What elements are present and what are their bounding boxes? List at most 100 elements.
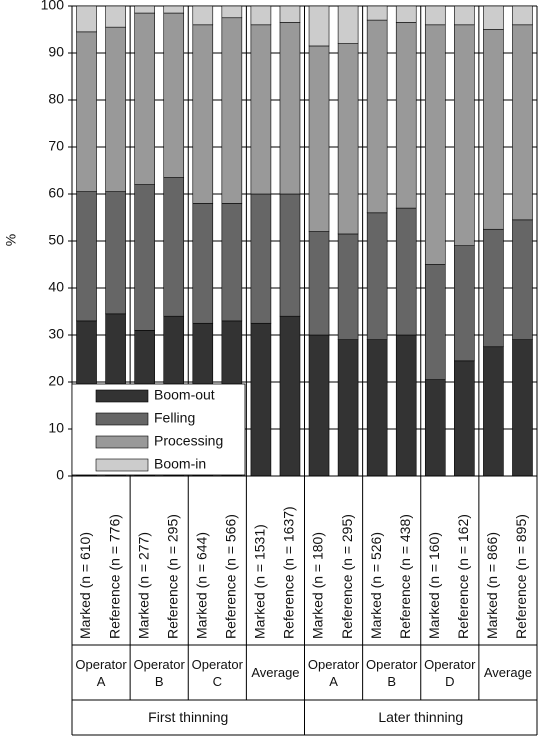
bar-segment bbox=[192, 24, 214, 204]
bar-segment bbox=[221, 17, 243, 204]
bar-segment bbox=[454, 5, 475, 26]
y-tick-label: 40 bbox=[48, 279, 64, 295]
y-tick-label: 50 bbox=[48, 232, 64, 248]
x-tick-label: Reference (n = 295) bbox=[164, 514, 180, 639]
bar-segment bbox=[134, 184, 155, 331]
y-tick-label: 70 bbox=[48, 138, 64, 154]
x-tick-label: Marked (n = 644) bbox=[193, 532, 209, 639]
bar-segment bbox=[192, 203, 214, 324]
legend-swatch bbox=[95, 389, 149, 403]
bar-segment bbox=[366, 19, 388, 214]
bar-segment bbox=[279, 193, 301, 317]
bar-segment bbox=[308, 45, 330, 232]
bar-segment bbox=[512, 339, 533, 477]
group-label: Operator B bbox=[366, 656, 418, 689]
legend-label: Boom-in bbox=[154, 456, 206, 472]
bar-segment bbox=[250, 193, 272, 324]
legend-swatch bbox=[95, 435, 149, 449]
x-tick-label: Reference (n = 1637) bbox=[281, 506, 297, 639]
bar-segment bbox=[163, 12, 185, 178]
bar-segment bbox=[366, 339, 388, 477]
x-tick-label: Marked (n = 277) bbox=[135, 532, 151, 639]
bar-segment bbox=[337, 5, 359, 44]
y-tick-label: 0 bbox=[56, 467, 64, 483]
bar-segment bbox=[308, 231, 330, 336]
bar-segment bbox=[483, 29, 504, 230]
bar-segment bbox=[424, 5, 446, 26]
bar-segment bbox=[250, 322, 272, 477]
legend-swatch bbox=[95, 412, 149, 426]
bar-segment bbox=[424, 24, 446, 265]
bar-segment bbox=[250, 5, 272, 26]
legend-label: Boom-out bbox=[154, 387, 215, 403]
bar-segment bbox=[76, 191, 97, 322]
group-label: Average bbox=[483, 665, 533, 680]
x-tick-label: Reference (n = 295) bbox=[339, 514, 355, 639]
legend-label: Felling bbox=[154, 410, 195, 426]
bar-segment bbox=[221, 5, 243, 19]
supergroup-label: Later thinning bbox=[378, 709, 464, 725]
bar-segment bbox=[424, 379, 446, 477]
bar-segment bbox=[366, 5, 388, 21]
x-tick-label: Reference (n = 776) bbox=[106, 514, 122, 639]
bar-segment bbox=[454, 24, 475, 246]
x-tick-label: Marked (n = 866) bbox=[484, 532, 500, 639]
bar-segment bbox=[163, 5, 185, 14]
bar-segment bbox=[337, 339, 359, 477]
x-tick-label: Marked (n = 160) bbox=[426, 532, 442, 639]
bar-segment bbox=[483, 5, 504, 30]
bar-segment bbox=[395, 22, 417, 209]
bar-segment bbox=[221, 203, 243, 322]
bar-segment bbox=[512, 219, 533, 341]
bar-segment bbox=[279, 5, 301, 23]
x-tick-label: Reference (n = 438) bbox=[397, 514, 413, 639]
bar-segment bbox=[308, 5, 330, 47]
group-label: Operator D bbox=[424, 656, 476, 689]
bar-segment bbox=[105, 26, 126, 192]
x-tick-label: Marked (n = 180) bbox=[310, 532, 326, 639]
bar-segment bbox=[163, 177, 185, 317]
bar-segment bbox=[279, 315, 301, 477]
supergroup-label: First thinning bbox=[148, 709, 229, 725]
group-label: Operator A bbox=[307, 656, 360, 689]
bar-segment bbox=[337, 43, 359, 235]
bar-segment bbox=[483, 228, 504, 348]
x-tick-label: Marked (n = 610) bbox=[77, 532, 93, 639]
y-tick-label: 30 bbox=[48, 326, 64, 342]
bar-segment bbox=[308, 334, 330, 477]
legend-label: Processing bbox=[154, 433, 223, 449]
y-tick-label: 90 bbox=[48, 44, 64, 60]
bar-segment bbox=[76, 5, 97, 33]
bar-segment bbox=[512, 5, 533, 26]
bar-segment bbox=[483, 346, 504, 477]
bar-segment bbox=[105, 5, 126, 28]
y-tick-label: 10 bbox=[48, 420, 64, 436]
bar-segment bbox=[279, 22, 301, 195]
bar-segment bbox=[454, 245, 475, 362]
bar-segment bbox=[512, 24, 533, 221]
bar-segment bbox=[250, 24, 272, 195]
bar-segment bbox=[424, 264, 446, 380]
bar-segment bbox=[134, 5, 155, 14]
x-tick-label: Marked (n = 1531) bbox=[252, 524, 268, 639]
y-tick-label: 60 bbox=[48, 185, 64, 201]
y-axis-label: % bbox=[3, 234, 19, 246]
legend-swatch bbox=[95, 458, 149, 472]
y-tick-label: 20 bbox=[48, 373, 64, 389]
bar-segment bbox=[454, 360, 475, 477]
group-label: Operator C bbox=[191, 656, 243, 689]
bar-segment bbox=[366, 212, 388, 341]
bar-segment bbox=[395, 207, 417, 336]
y-tick-label: 100 bbox=[41, 0, 65, 13]
bar-segment bbox=[395, 5, 417, 23]
group-label: Operator B bbox=[133, 656, 185, 689]
bar-segment bbox=[134, 12, 155, 185]
bar-segment bbox=[395, 334, 417, 477]
bar-segment bbox=[192, 5, 214, 26]
bar-segment bbox=[337, 233, 359, 340]
bar-segment bbox=[76, 31, 97, 192]
x-tick-label: Reference (n = 566) bbox=[223, 514, 239, 639]
x-tick-label: Reference (n = 162) bbox=[455, 514, 471, 639]
